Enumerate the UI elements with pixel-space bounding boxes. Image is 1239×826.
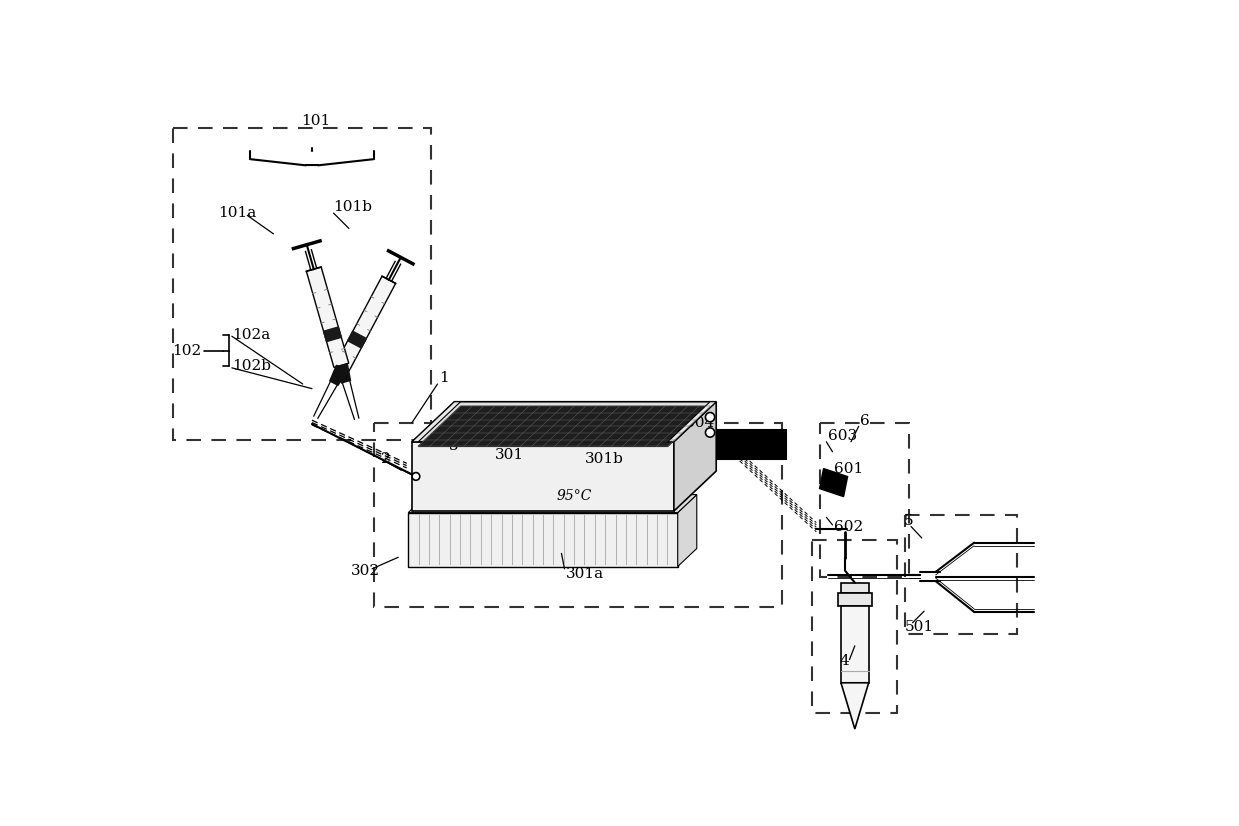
Text: 301: 301 xyxy=(496,448,524,462)
Bar xyxy=(904,515,1016,634)
Text: 101b: 101b xyxy=(333,200,373,214)
Circle shape xyxy=(705,428,715,437)
Bar xyxy=(374,423,782,607)
Polygon shape xyxy=(323,327,341,342)
Polygon shape xyxy=(678,495,696,567)
Text: 501: 501 xyxy=(904,620,934,634)
Text: 4: 4 xyxy=(840,654,849,668)
Polygon shape xyxy=(413,401,716,442)
Text: 101a: 101a xyxy=(218,206,256,220)
Text: 3: 3 xyxy=(449,439,458,453)
Polygon shape xyxy=(841,683,869,729)
Text: 95°C: 95°C xyxy=(556,489,591,503)
Bar xyxy=(698,430,786,459)
Text: 601: 601 xyxy=(834,462,864,476)
Text: 604: 604 xyxy=(685,415,715,430)
Polygon shape xyxy=(336,363,351,383)
Polygon shape xyxy=(413,401,461,442)
Polygon shape xyxy=(330,365,347,385)
Circle shape xyxy=(705,412,715,422)
Polygon shape xyxy=(408,513,678,567)
Polygon shape xyxy=(408,495,696,513)
Polygon shape xyxy=(306,267,348,368)
Text: 301b: 301b xyxy=(585,453,624,467)
Bar xyxy=(813,539,897,713)
Bar xyxy=(841,582,869,593)
Text: 302: 302 xyxy=(351,564,379,578)
Text: 5: 5 xyxy=(903,514,913,528)
Bar xyxy=(414,491,673,507)
Polygon shape xyxy=(819,468,847,496)
Bar xyxy=(820,423,908,577)
Circle shape xyxy=(413,472,420,480)
Bar xyxy=(838,593,872,605)
Text: 102a: 102a xyxy=(232,328,270,342)
Polygon shape xyxy=(674,401,716,511)
Bar xyxy=(173,128,431,440)
Text: 6: 6 xyxy=(860,414,870,428)
Polygon shape xyxy=(419,406,710,446)
Text: 602: 602 xyxy=(834,520,864,534)
Text: 101: 101 xyxy=(301,114,331,128)
Polygon shape xyxy=(413,442,674,511)
Bar xyxy=(841,605,869,683)
Text: 102b: 102b xyxy=(232,359,271,373)
Polygon shape xyxy=(348,331,367,348)
Text: 2: 2 xyxy=(382,453,392,467)
Polygon shape xyxy=(668,401,716,442)
Text: 1: 1 xyxy=(439,371,449,385)
Text: 603: 603 xyxy=(828,430,857,444)
Text: 301a: 301a xyxy=(566,567,605,582)
Polygon shape xyxy=(335,276,395,372)
Text: 102: 102 xyxy=(172,344,201,358)
